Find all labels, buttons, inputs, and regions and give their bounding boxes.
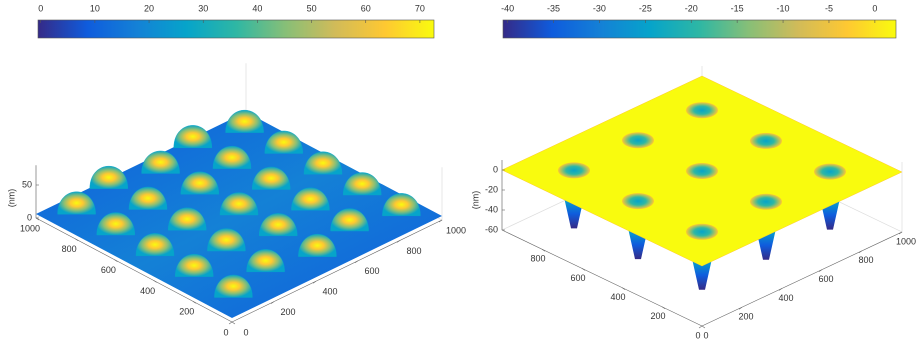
x-tick-label: 200 [650, 311, 665, 321]
x-tick [75, 239, 78, 241]
z-tick-label: -20 [485, 184, 498, 194]
surface-dome [90, 166, 128, 189]
z-tick-label: -40 [485, 204, 498, 214]
colorbar-tick-label: -15 [731, 3, 744, 13]
y-tick-label: 1000 [896, 236, 916, 246]
surface-hole [814, 164, 846, 180]
y-tick [699, 326, 702, 328]
surface-dome [226, 110, 264, 133]
z-tick-label: 0 [493, 164, 498, 174]
surface-hole [686, 102, 718, 118]
x-tick-label: 0 [223, 327, 228, 337]
x-tick-label: 0 [695, 330, 700, 340]
surface-hole [686, 224, 718, 240]
z-axis-label: (nm) [470, 191, 480, 210]
y-tick-label: 600 [818, 274, 833, 284]
colorbar-tick-label: -25 [639, 3, 652, 13]
y-tick-label: 0 [243, 327, 248, 337]
colorbar-tick-label: 50 [307, 3, 317, 13]
surface-hole [750, 194, 782, 210]
colorbar-tick-label: 60 [361, 3, 371, 13]
surface-hole [686, 163, 718, 179]
y-tick-label: 400 [322, 287, 337, 297]
x-tick-label: 400 [140, 286, 155, 296]
surface-hole [622, 132, 654, 148]
page: 0102030405060700200400600800100002004006… [0, 0, 924, 343]
x-tick [114, 260, 117, 262]
y-tick-label: 600 [364, 266, 379, 276]
x-tick [702, 326, 705, 328]
surface-hole [558, 162, 590, 178]
x-tick-label: 800 [530, 254, 545, 264]
colorbar-tick-label: -10 [777, 3, 790, 13]
colorbar-tick-label: -20 [685, 3, 698, 13]
colorbar-tick-label: 30 [198, 3, 208, 13]
z-axis-label: (nm) [6, 189, 16, 208]
y-tick-label: 800 [858, 255, 873, 265]
colorbar-tick-label: -35 [547, 3, 560, 13]
colorbar-tick-label: 0 [872, 3, 877, 13]
colorbar-tick-label: 0 [38, 3, 43, 13]
x-tick-label: 400 [610, 292, 625, 302]
colorbar-tick-label: -5 [825, 3, 833, 13]
x-tick-label: 200 [179, 307, 194, 317]
colorbar [503, 20, 896, 38]
x-tick [154, 280, 157, 282]
surface-hole [622, 193, 654, 209]
z-tick-label: 0 [27, 212, 32, 222]
x-tick [193, 301, 196, 303]
y-tick-label: 200 [738, 312, 753, 322]
y-tick-label: 0 [703, 330, 708, 340]
x-tick-label: 1000 [20, 223, 40, 233]
colorbar-tick-label: -40 [501, 3, 514, 13]
surface-dome [174, 125, 212, 148]
colorbar-tick-label: 40 [252, 3, 262, 13]
x-tick-label: 600 [101, 265, 116, 275]
z-tick-label: 50 [22, 179, 32, 189]
colorbar-tick-label: -30 [593, 3, 606, 13]
colorbar-tick-label: 70 [415, 3, 425, 13]
y-tick-label: 1000 [446, 225, 466, 235]
colorbar-tick-label: 20 [144, 3, 154, 13]
y-tick-label: 800 [406, 246, 421, 256]
figure: 0102030405060700200400600800100002004006… [0, 0, 924, 343]
surface-hole [750, 133, 782, 149]
y-tick-label: 400 [778, 293, 793, 303]
y-tick [229, 322, 232, 324]
colorbar-tick-label: 10 [90, 3, 100, 13]
x-tick-label: 800 [62, 244, 77, 254]
x-tick [232, 322, 235, 324]
z-tick-label: -60 [485, 224, 498, 234]
y-tick-label: 200 [280, 307, 295, 317]
x-tick-label: 600 [570, 273, 585, 283]
colorbar [38, 20, 434, 38]
